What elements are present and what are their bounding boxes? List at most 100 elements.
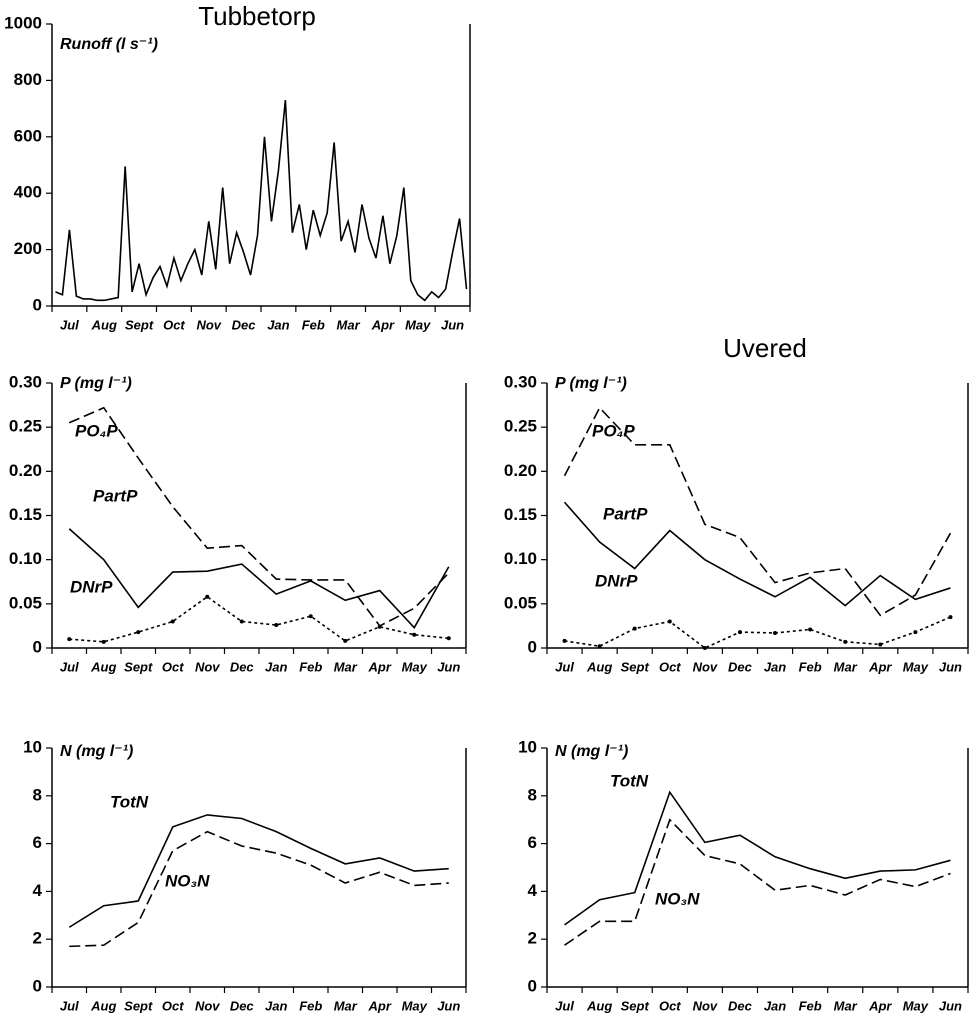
y-tick-label: 800 [14,70,42,89]
x-tick-label: Jan [764,998,786,1013]
y-tick-label: 0.05 [504,593,537,612]
point [343,638,348,643]
x-tick-label: Apr [371,317,395,332]
point [702,646,707,650]
x-tick-label: Nov [196,317,221,332]
x-tick-label: Feb [299,998,322,1013]
x-tick-label: Jan [265,998,287,1013]
x-tick-label: May [903,659,929,674]
x-tick-label: Dec [728,659,753,674]
x-tick-label: Sept [124,998,153,1013]
x-tick-label: Dec [230,998,255,1013]
y-tick-label: 0 [528,637,537,656]
x-tick-label: Sept [621,659,650,674]
x-tick-label: Jun [437,659,460,674]
y-tick-label: 10 [518,737,537,756]
y-tick-label: 400 [14,183,42,202]
y-tick-label: 0 [33,295,42,314]
y-tick-label: 600 [14,126,42,145]
x-tick-label: Aug [90,998,116,1013]
y-tick-label: 10 [23,737,42,756]
series-label: DNrP [595,571,638,590]
y-tick-label: 0 [528,976,537,995]
x-tick-label: Aug [90,659,116,674]
x-tick-label: Feb [799,998,822,1013]
point [412,632,417,637]
y-axis-label: P (mg l⁻¹) [555,375,627,392]
y-tick-label: 2 [33,929,42,948]
point [562,638,567,643]
point [632,626,637,631]
y-tick-label: 0.15 [9,505,42,524]
x-tick-label: Jul [555,998,574,1013]
y-tick-label: 6 [528,833,537,852]
y-tick-label: 4 [528,881,538,900]
y-tick-label: 0.25 [9,417,42,436]
x-tick-label: Nov [693,998,718,1013]
x-tick-label: Aug [91,317,117,332]
y-tick-label: 0.10 [504,549,537,568]
x-tick-label: Mar [834,998,858,1013]
point [205,594,210,599]
data-line [564,616,951,649]
series-label: PO₄P [75,421,118,440]
x-tick-label: May [405,317,431,332]
series-label: NO₃N [655,889,700,908]
point [878,642,883,647]
x-tick-label: Oct [659,998,681,1013]
x-tick-label: Sept [125,317,154,332]
data-line [69,830,449,948]
y-tick-label: 200 [14,239,42,258]
series-label: TotN [610,771,649,790]
x-tick-label: Jul [60,659,79,674]
y-tick-label: 0.10 [9,549,42,568]
x-tick-label: Jan [267,317,289,332]
series-label: NO₃N [165,871,210,890]
data-line [68,406,450,627]
point [773,630,778,635]
y-tick-label: 0.20 [9,461,42,480]
x-tick-label: Apr [368,659,392,674]
x-tick-label: Jul [60,998,79,1013]
data-line [563,501,951,607]
series-label: PartP [93,486,138,505]
y-tick-label: 0 [33,637,42,656]
x-tick-label: Jun [939,998,962,1013]
x-tick-label: Oct [659,659,681,674]
x-tick-label: Aug [586,659,612,674]
x-tick-label: Nov [195,659,220,674]
data-line [68,814,449,928]
series-label: PO₄P [592,421,635,440]
chart-title: Tubbetorp [198,1,316,31]
point [101,639,106,644]
x-tick-label: Dec [232,317,257,332]
x-tick-label: Dec [230,659,255,674]
point [377,624,382,629]
x-tick-label: May [402,659,428,674]
x-tick-label: Dec [728,998,753,1013]
y-tick-label: 0.05 [9,593,42,612]
point [808,627,813,632]
series-label: TotN [110,792,149,811]
point [136,630,141,635]
chart-title: Uvered [723,333,807,363]
x-tick-label: Mar [334,659,358,674]
x-tick-label: Sept [621,998,650,1013]
x-tick-label: Jul [555,659,574,674]
point [446,636,451,641]
y-tick-label: 0.15 [504,505,537,524]
x-tick-label: Mar [834,659,858,674]
x-tick-label: May [903,998,929,1013]
x-tick-label: Mar [334,998,358,1013]
x-tick-label: Feb [302,317,325,332]
x-tick-label: Apr [868,659,892,674]
x-tick-label: Feb [299,659,322,674]
x-tick-label: Oct [162,998,184,1013]
point [308,614,313,619]
x-tick-label: Jun [939,659,962,674]
data-line [564,790,951,926]
y-tick-label: 0.20 [504,461,537,480]
x-tick-label: May [402,998,428,1013]
y-tick-label: 0.30 [9,372,42,391]
